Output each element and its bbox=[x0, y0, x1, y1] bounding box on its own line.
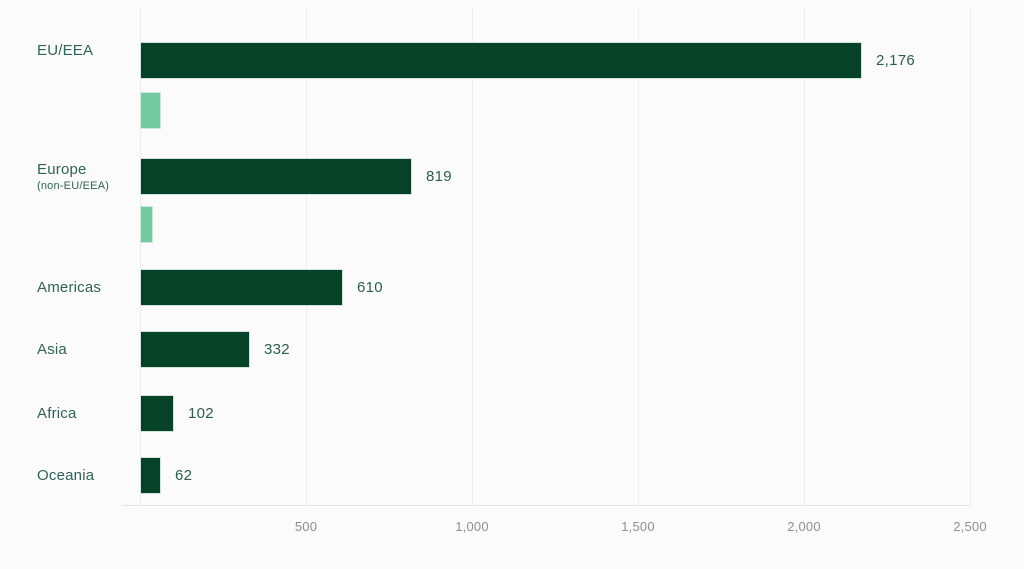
gridline-500 bbox=[306, 8, 307, 505]
category-label-oceania: Oceania bbox=[37, 467, 137, 485]
value-label-oceania: 62 bbox=[175, 466, 193, 484]
value-label-eu-eea: 2,176 bbox=[876, 51, 916, 69]
gridline-1500 bbox=[638, 8, 639, 505]
category-label-americas: Americas bbox=[37, 279, 137, 297]
x-tick-label-500: 500 bbox=[294, 519, 318, 534]
gridline-1000 bbox=[472, 8, 473, 505]
bar-primary-oceania[interactable] bbox=[140, 457, 161, 494]
value-label-africa: 102 bbox=[188, 404, 214, 422]
category-label-europe: Europe (non-EU/EEA) bbox=[37, 161, 137, 193]
category-label-text: Europe bbox=[37, 160, 87, 178]
bar-secondary-eu-eea[interactable] bbox=[140, 92, 161, 129]
value-label-americas: 610 bbox=[357, 278, 383, 296]
category-label-asia: Asia bbox=[37, 341, 137, 359]
x-tick-label-1000: 1,000 bbox=[455, 519, 489, 534]
bar-primary-asia[interactable] bbox=[140, 331, 250, 368]
category-label-text: Africa bbox=[37, 404, 77, 422]
bar-primary-americas[interactable] bbox=[140, 269, 343, 306]
category-sublabel-text: (non-EU/EEA) bbox=[37, 179, 110, 192]
bar-primary-eu-eea[interactable] bbox=[140, 42, 862, 79]
x-tick-label-2000: 2,000 bbox=[787, 519, 821, 534]
category-label-text: EU/EEA bbox=[37, 42, 94, 59]
category-label-text: Asia bbox=[37, 340, 67, 358]
value-label-asia: 332 bbox=[264, 340, 290, 358]
category-label-text: Americas bbox=[37, 278, 102, 296]
category-label-africa: Africa bbox=[37, 405, 137, 423]
x-tick-label-2500: 2,500 bbox=[953, 519, 987, 534]
x-axis-line bbox=[122, 505, 971, 506]
category-label-eu-eea: EU/EEA bbox=[37, 42, 137, 60]
x-tick-label-1500: 1,500 bbox=[621, 519, 655, 534]
bar-secondary-europe[interactable] bbox=[140, 206, 153, 243]
value-label-europe: 819 bbox=[426, 167, 452, 185]
bar-primary-europe[interactable] bbox=[140, 158, 412, 195]
gridline-zero bbox=[140, 8, 141, 505]
bar-primary-africa[interactable] bbox=[140, 395, 174, 432]
gridline-2000 bbox=[804, 8, 805, 505]
category-label-text: Oceania bbox=[37, 466, 95, 484]
gridline-2500 bbox=[970, 8, 971, 505]
